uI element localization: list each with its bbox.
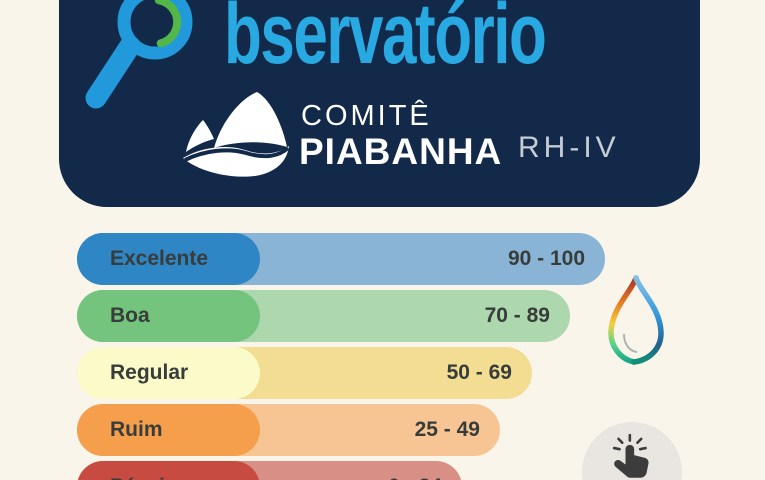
region-label: RH-IV (518, 131, 620, 164)
scale-chip (77, 404, 260, 456)
scale-label: Ruim (110, 418, 163, 441)
water-drop-icon (608, 275, 664, 365)
scale-chip (77, 233, 260, 285)
scale-chip (77, 461, 260, 480)
tap-click-icon (612, 434, 649, 478)
scale-range: 25 - 49 (414, 418, 480, 441)
scale-label: Regular (110, 361, 189, 384)
quality-scale: Excelente 90 - 100 Boa 70 - 89 Regular 5… (77, 233, 617, 480)
scale-label: Boa (110, 304, 150, 327)
committee-label: COMITÊ (301, 100, 432, 132)
scale-range: 50 - 69 (446, 361, 512, 384)
scale-row-ruim: Ruim 25 - 49 (77, 404, 500, 456)
scale-row-excelente: Excelente 90 - 100 (77, 233, 605, 285)
scale-range: 70 - 89 (484, 304, 550, 327)
scale-range: 0 - 24 (388, 461, 442, 480)
scale-row-pessima: Péssima 0 - 24 (77, 461, 462, 480)
header-banner (59, 0, 700, 207)
scale-label: Péssima (110, 461, 195, 480)
committee-name: PIABANHA (299, 131, 503, 172)
scale-chip (77, 347, 260, 399)
scale-row-regular: Regular 50 - 69 (77, 347, 532, 399)
scale-chip (77, 290, 260, 342)
wordmark-observatorio: bservatório (224, 0, 547, 82)
scale-range: 90 - 100 (507, 247, 585, 270)
mountain-waves-icon (183, 92, 290, 177)
lens-green-arc (154, 0, 182, 48)
scale-label: Excelente (110, 247, 209, 270)
magnifying-glass-icon (85, 0, 193, 109)
scale-row-boa: Boa 70 - 89 (77, 290, 570, 342)
